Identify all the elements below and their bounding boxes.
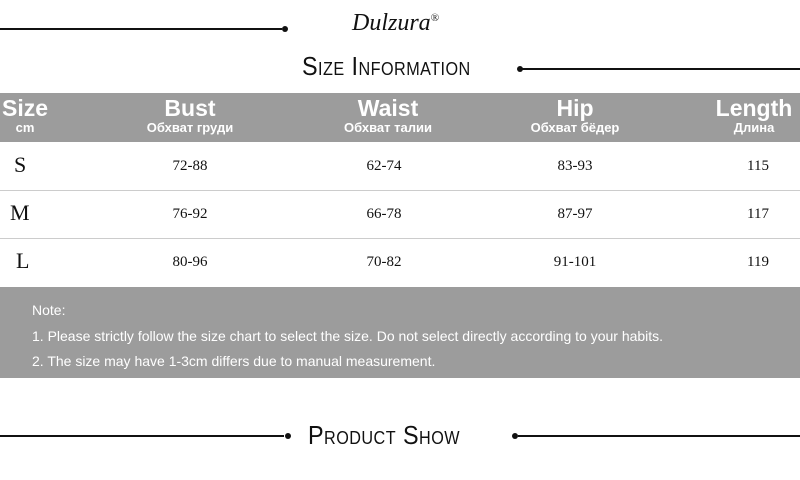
brand-logo: Dulzura® (352, 10, 439, 37)
header-size: Size cm (1, 95, 49, 135)
divider-line (0, 28, 282, 30)
hip-value: 87-97 (557, 206, 593, 222)
divider-dot (512, 433, 518, 439)
table-row: S 72-88 62-74 83-93 115 (0, 142, 800, 191)
logo-text: Dulzura (352, 10, 431, 36)
header-bust: Bust Обхват груди (146, 95, 234, 135)
length-value: 117 (747, 206, 769, 222)
waist-value: 66-78 (366, 206, 402, 222)
divider-dot (285, 433, 291, 439)
note-label: Note: (32, 302, 66, 318)
header-length: Length Длина (715, 95, 793, 135)
hip-value: 91-101 (553, 254, 597, 270)
size-label: L (16, 248, 30, 273)
note-line: 1. Please strictly follow the size chart… (32, 328, 664, 344)
divider-line (518, 435, 800, 437)
length-value: 119 (747, 254, 769, 270)
divider-line (0, 435, 284, 437)
product-show-title: Product Show (308, 420, 461, 450)
header-waist: Waist Обхват талии (344, 95, 432, 135)
bust-value: 72-88 (172, 158, 208, 174)
header-hip: Hip Обхват бёдер (530, 95, 620, 135)
waist-value: 70-82 (366, 254, 402, 270)
note-line: 2. The size may have 1-3cm differs due t… (32, 353, 436, 369)
size-label: S (14, 152, 27, 177)
hip-value: 83-93 (557, 158, 593, 174)
table-row: L 80-96 70-82 91-101 119 (0, 238, 800, 286)
divider-dot (517, 66, 523, 72)
table-row: M 76-92 66-78 87-97 117 (0, 190, 800, 239)
size-table-header: Size cm Bust Обхват груди Waist Обхват тали… (0, 93, 800, 142)
registered-mark: ® (430, 12, 440, 24)
divider-dot (282, 26, 288, 32)
size-label: M (10, 200, 30, 225)
bust-value: 80-96 (172, 254, 208, 270)
waist-value: 62-74 (366, 158, 402, 174)
length-value: 115 (747, 158, 769, 174)
note-box: Note: 1. Please strictly follow the size… (0, 287, 800, 378)
divider-line (522, 68, 800, 70)
size-info-title: Size Information (302, 51, 471, 81)
bust-value: 76-92 (172, 206, 208, 222)
